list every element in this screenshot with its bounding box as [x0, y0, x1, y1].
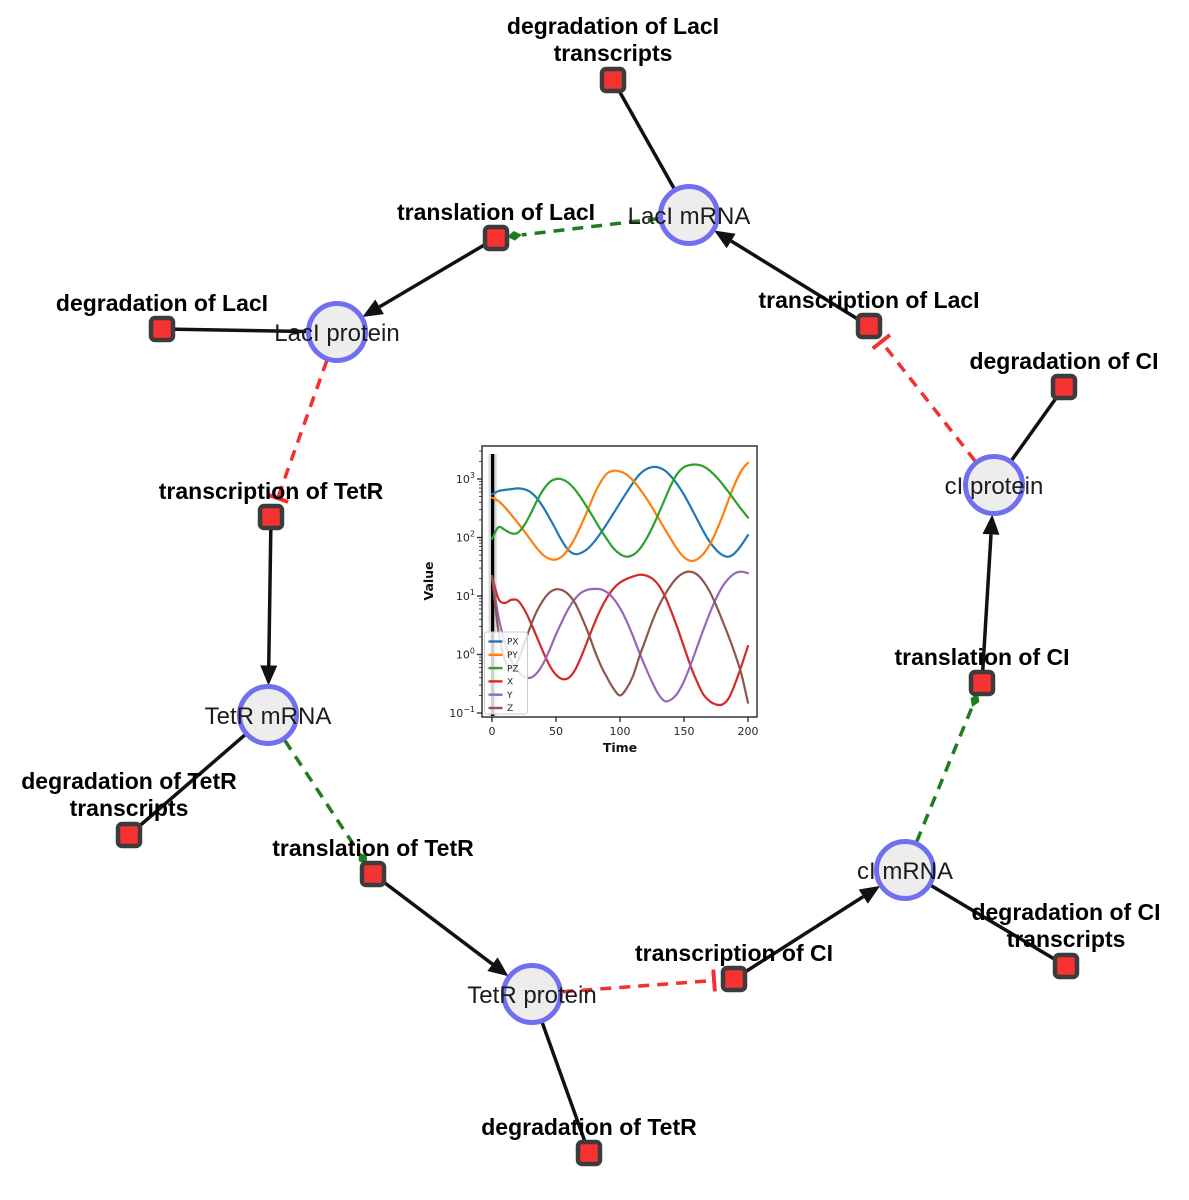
y-tick-label: 103 — [456, 471, 475, 486]
edge-production-translation-ci-ci-protein — [980, 514, 1000, 684]
edge-production-transcription-ci-ci-mrna — [733, 885, 881, 981]
edge-consumption-ci-mrna-deg-ci-tx — [904, 868, 1067, 968]
species-label-tetr-protein: TetR protein — [467, 982, 596, 1009]
reaction-label-deg-laci: degradation of LacI — [56, 290, 268, 316]
series-line-PX — [490, 465, 750, 558]
species-label-ci-protein: cI protein — [945, 473, 1044, 500]
legend-box — [484, 631, 528, 715]
x-tick-label: 100 — [610, 725, 631, 738]
reaction-node-deg-tetr[interactable] — [575, 1139, 603, 1167]
reaction-label-deg-laci-tx: degradation of LacI transcripts — [507, 13, 719, 66]
reaction-label-translation-tetr: translation of TetR — [272, 835, 474, 861]
chart-spines — [481, 445, 758, 718]
y-tick-label: 10−1 — [449, 705, 475, 720]
legend-entry-PX: PX — [507, 638, 519, 648]
series-line-PY — [490, 461, 750, 563]
reaction-node-deg-laci-tx[interactable] — [599, 66, 627, 94]
reaction-node-transcription-ci[interactable] — [720, 965, 748, 993]
chart-plot-area: 103 102 101 100 10−1 0 50 100 150 200 PX PY PZ XYZ — [449, 445, 759, 738]
edge-modifier-laci-mrna-translation-laci — [506, 216, 659, 241]
reaction-node-transcription-tetr[interactable] — [257, 503, 285, 531]
reaction-node-translation-ci[interactable] — [968, 669, 996, 697]
legend-entry-PZ: PZ — [507, 664, 519, 674]
edge-production-transcription-laci-laci-mrna — [714, 230, 870, 328]
reaction-node-deg-ci[interactable] — [1050, 373, 1078, 401]
reaction-node-translation-tetr[interactable] — [359, 860, 387, 888]
x-tick-label: 150 — [674, 725, 695, 738]
edge-production-translation-laci-laci-protein — [362, 236, 497, 317]
reaction-label-deg-ci: degradation of CI — [969, 348, 1158, 374]
species-node-ci-protein[interactable] — [963, 454, 1025, 516]
legend-entry-Z: Z — [507, 704, 513, 714]
x-tick-label: 0 — [489, 725, 496, 738]
edge-inhibition-laci-protein-transcription-tetr — [266, 360, 329, 504]
series-line-X — [490, 573, 750, 707]
edge-modifier-ci-mrna-translation-ci — [914, 693, 980, 843]
nodes-layer — [115, 66, 1080, 1167]
species-node-tetr-mrna[interactable] — [237, 684, 299, 746]
y-tick-label: 100 — [456, 647, 475, 662]
x-tick-label: 50 — [549, 725, 563, 738]
x-tick-label: 200 — [738, 725, 759, 738]
reaction-node-transcription-laci[interactable] — [855, 312, 883, 340]
reaction-label-deg-ci-tx: degradation of CI transcripts — [971, 899, 1160, 952]
edges-layer — [127, 79, 1067, 1154]
edge-production-translation-tetr-tetr-protein — [371, 872, 509, 977]
legend-entry-X: X — [507, 678, 513, 688]
reaction-label-transcription-tetr: transcription of TetR — [159, 478, 384, 504]
edge-modifier-tetr-mrna-translation-tetr — [283, 739, 367, 865]
y-tick-label: 102 — [456, 530, 475, 545]
reaction-node-deg-ci-tx[interactable] — [1052, 952, 1080, 980]
y-tick-label: 101 — [456, 588, 475, 603]
reaction-label-translation-ci: translation of CI — [894, 644, 1069, 670]
reaction-node-translation-laci[interactable] — [482, 224, 510, 252]
species-node-tetr-protein[interactable] — [501, 963, 563, 1025]
species-label-ci-mrna: cI mRNA — [857, 858, 953, 885]
labels-layer: degradation of LacI transcripts translatio… — [21, 13, 1160, 1140]
species-node-laci-protein[interactable] — [306, 301, 368, 363]
reaction-label-transcription-laci: transcription of LacI — [758, 287, 979, 313]
edge-inhibition-ci-protein-transcription-laci — [871, 333, 977, 463]
timecourse-chart: 103 102 101 100 10−1 0 50 100 150 200 PX PY PZ XYZ Ti… — [421, 445, 759, 755]
edge-inhibition-tetr-protein-transcription-ci — [562, 969, 717, 994]
reaction-node-deg-tetr-tx[interactable] — [115, 821, 143, 849]
species-node-ci-mrna[interactable] — [874, 839, 936, 901]
species-label-laci-mrna: LacI mRNA — [628, 203, 751, 230]
species-label-tetr-mrna: TetR mRNA — [205, 703, 332, 730]
species-label-laci-protein: LacI protein — [274, 320, 399, 347]
series-line-PZ — [490, 463, 750, 558]
series-line-Z — [490, 570, 750, 704]
reaction-label-transcription-ci: transcription of CI — [635, 940, 833, 966]
edge-production-transcription-tetr-tetr-mrna — [260, 516, 278, 686]
chart-y-axis-label: Value — [421, 561, 436, 600]
legend-entry-Y: Y — [506, 691, 513, 701]
chart-x-axis-label: Time — [603, 740, 637, 755]
species-node-laci-mrna[interactable] — [658, 184, 720, 246]
chart-legend: PX PY PZ XYZ — [484, 631, 528, 715]
legend-entry-PY: PY — [507, 651, 518, 661]
series-line-Y — [490, 570, 750, 703]
reaction-label-translation-laci: translation of LacI — [397, 199, 595, 225]
reaction-label-deg-tetr: degradation of TetR — [481, 1114, 697, 1140]
reaction-label-deg-tetr-tx: degradation of TetR transcripts — [21, 768, 237, 821]
reaction-node-deg-laci[interactable] — [148, 315, 176, 343]
